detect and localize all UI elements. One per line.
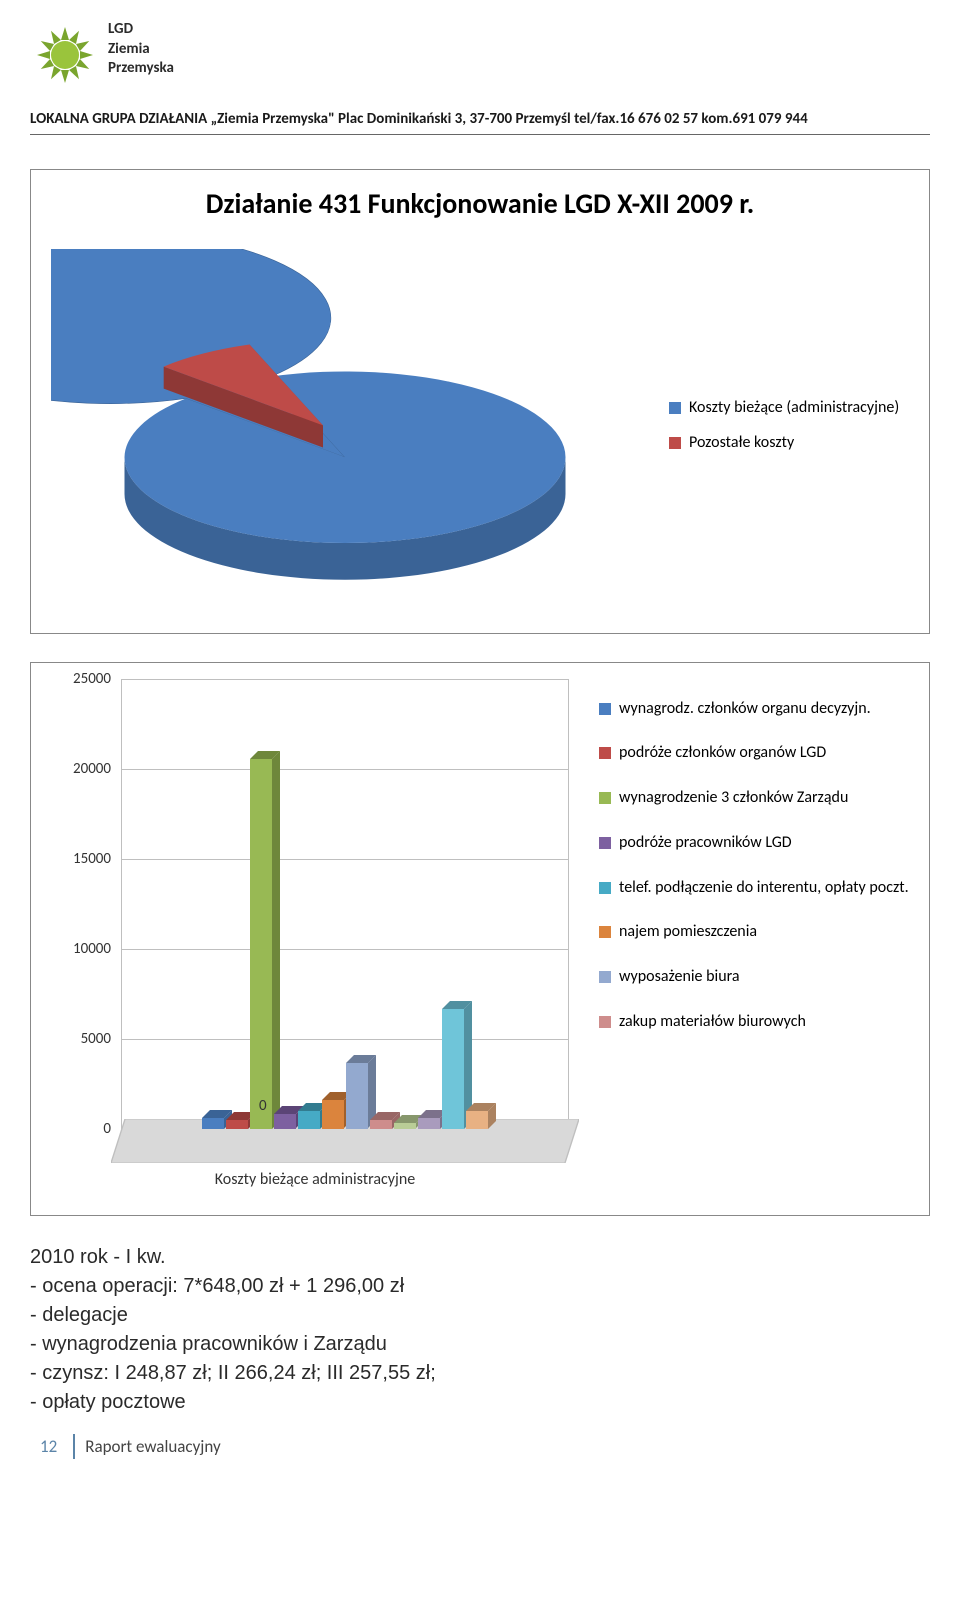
pie-chart-box: Działanie 431 Funkcjonowanie LGD X-XII 2… <box>30 169 930 634</box>
bar <box>274 1114 296 1128</box>
legend-swatch <box>599 926 611 938</box>
contact-line: LOKALNA GRUPA DZIAŁANIA „Ziemia Przemysk… <box>30 110 930 128</box>
bars-group <box>151 689 539 1129</box>
legend-swatch <box>599 882 611 894</box>
bar-x-axis-label: Koszty bieżące administracyjne <box>51 1170 579 1189</box>
body-line-1: - ocena operacji: 7*648,00 zł + 1 296,00… <box>30 1273 930 1300</box>
y-axis-tick-label: 15000 <box>73 850 111 868</box>
bar-zero-label: 0 <box>259 1097 267 1115</box>
pie-legend: Koszty bieżące (administracyjne) Pozosta… <box>669 398 909 468</box>
bar <box>202 1118 224 1129</box>
logo: LGD Ziemia Przemyska <box>30 20 930 90</box>
legend-swatch <box>599 703 611 715</box>
bar <box>466 1111 488 1129</box>
pie-legend-label-1: Pozostałe koszty <box>689 433 794 454</box>
logo-text: LGD Ziemia Przemyska <box>108 20 174 79</box>
bar-legend-label: wynagrodz. członków organu decyzyjn. <box>619 699 871 720</box>
y-axis-tick-label: 5000 <box>81 1030 111 1048</box>
y-axis-tick-label: 0 <box>103 1120 111 1138</box>
bar-legend-label: wyposażenie biura <box>619 967 740 988</box>
body-line-0: 2010 rok - I kw. <box>30 1244 930 1271</box>
grid-line <box>121 679 569 680</box>
legend-swatch <box>599 837 611 849</box>
legend-swatch <box>599 792 611 804</box>
bar <box>322 1100 344 1128</box>
bar <box>346 1063 368 1128</box>
bar-legend-item-0: wynagrodz. członków organu decyzyjn. <box>599 699 909 720</box>
page-header: LGD Ziemia Przemyska LOKALNA GRUPA DZIAŁ… <box>30 20 930 159</box>
body-line-4: - czynsz: I 248,87 zł; II 266,24 zł; III… <box>30 1360 930 1387</box>
body-line-2: - delegacje <box>30 1302 930 1329</box>
pie-legend-item-0: Koszty bieżące (administracyjne) <box>669 398 909 419</box>
bar <box>226 1120 248 1129</box>
bar-legend-item-7: zakup materiałów biurowych <box>599 1012 909 1033</box>
footer-label: Raport ewaluacyjny <box>81 1434 224 1459</box>
logo-line-1: LGD <box>108 20 174 40</box>
bar-legend-item-3: podróże pracowników LGD <box>599 833 909 854</box>
y-axis-tick-label: 10000 <box>73 940 111 958</box>
logo-line-2: Ziemia <box>108 40 174 60</box>
bar <box>394 1123 416 1128</box>
page-footer: 12 Raport ewaluacyjny <box>30 1434 930 1459</box>
bar-legend-label: telef. podłączenie do interentu, opłaty … <box>619 878 909 899</box>
bar-legend-item-1: podróże członków organów LGD <box>599 743 909 764</box>
y-axis-tick-label: 20000 <box>73 760 111 778</box>
pie-chart-svg <box>51 249 639 617</box>
bar <box>298 1111 320 1129</box>
legend-swatch <box>669 437 681 449</box>
pie-chart-title: Działanie 431 Funkcjonowanie LGD X-XII 2… <box>51 186 909 221</box>
footer-separator <box>73 1434 75 1459</box>
legend-swatch <box>599 747 611 759</box>
body-line-5: - opłaty pocztowe <box>30 1389 930 1416</box>
bar-legend: wynagrodz. członków organu decyzyjn. podr… <box>599 679 909 1199</box>
body-text: 2010 rok - I kw. - ocena operacji: 7*648… <box>30 1244 930 1416</box>
bar-legend-label: zakup materiałów biurowych <box>619 1012 806 1033</box>
bar <box>442 1009 464 1129</box>
bar-legend-label: najem pomieszczenia <box>619 922 757 943</box>
bar <box>370 1120 392 1129</box>
bar <box>418 1118 440 1129</box>
bar-chart-area: 0500010000150002000025000 0 Koszty bieżą… <box>51 679 579 1199</box>
logo-line-3: Przemyska <box>108 59 174 79</box>
bar-chart-box: 0 5000 10000 15000 20000 25000 0 Koszty bieżą… <box>30 662 930 1216</box>
bar-legend-label: podróże członków organów LGD <box>619 743 826 764</box>
y-axis-tick-label: 25000 <box>73 670 111 688</box>
bar-legend-label: podróże pracowników LGD <box>619 833 792 854</box>
legend-swatch <box>669 402 681 414</box>
sun-logo-icon <box>30 20 100 90</box>
page-number: 12 <box>30 1434 67 1459</box>
bar-legend-item-2: wynagrodzenie 3 członków Zarządu <box>599 788 909 809</box>
legend-swatch <box>599 971 611 983</box>
legend-swatch <box>599 1016 611 1028</box>
bar-legend-item-6: wyposażenie biura <box>599 967 909 988</box>
pie-legend-item-1: Pozostałe koszty <box>669 433 909 454</box>
bar-legend-label: wynagrodzenie 3 członków Zarządu <box>619 788 848 809</box>
header-divider <box>30 134 930 135</box>
body-line-3: - wynagrodzenia pracowników i Zarządu <box>30 1331 930 1358</box>
bar <box>250 759 272 1129</box>
bar-legend-item-5: najem pomieszczenia <box>599 922 909 943</box>
bar-legend-item-4: telef. podłączenie do interentu, opłaty … <box>599 878 909 899</box>
pie-legend-label-0: Koszty bieżące (administracyjne) <box>689 398 899 419</box>
